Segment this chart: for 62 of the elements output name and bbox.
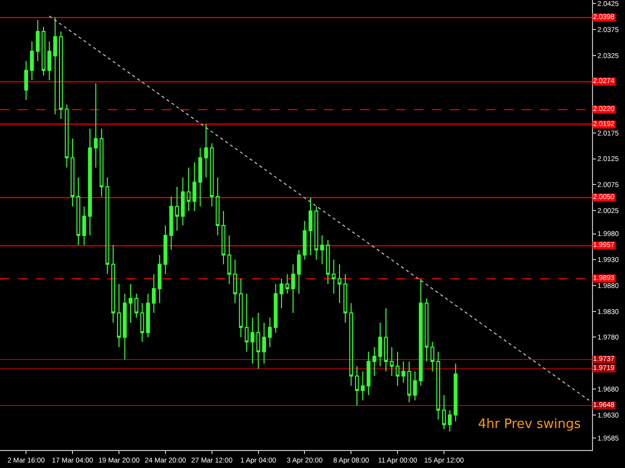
candlestick [128,283,133,324]
candlestick [146,293,150,338]
candlestick [100,128,104,198]
candlestick [296,249,301,294]
candlestick [291,264,296,314]
candlestick [442,394,446,430]
candlestick [436,351,440,420]
candlestick [117,283,121,348]
candlestick [401,361,406,384]
candlestick [314,206,318,260]
candlestick [360,370,365,401]
candlestick [355,366,359,406]
candlestick [430,341,434,372]
candlestick [36,20,40,62]
candlestick [163,225,168,275]
candlestick [413,370,417,401]
candlestick [250,317,254,364]
candlestick [262,322,266,364]
candlestick [320,234,324,265]
candlestick [175,186,179,232]
candlestick [30,40,34,81]
candlestick [274,283,278,334]
candlestick [280,278,284,309]
candlestick [192,162,196,212]
candlestick [308,197,312,256]
candlestick [396,351,400,386]
candlestick [227,234,232,284]
candlestick [88,128,92,236]
candlestick [285,274,290,294]
candlestick [134,293,138,318]
candlestick [222,210,226,265]
candlestick [407,361,412,403]
candlestick [94,82,98,168]
candlestick [366,351,370,396]
candlestick [122,293,127,360]
candlestick [152,274,156,314]
candlestick [158,254,162,304]
candlestick [454,363,458,422]
candlestick [338,264,342,304]
candlestick [390,346,394,377]
candlestick [24,60,28,100]
candlestick [233,259,237,304]
candlestick [198,147,202,207]
candlestick [448,410,452,432]
candlestick [326,240,330,284]
candlestick [204,124,208,178]
candlestick [64,104,69,168]
candlestick [111,244,116,324]
candlestick [302,220,307,260]
candlestick [256,312,260,370]
candlestick [424,298,429,362]
candlestick [140,302,144,342]
candlestick [42,26,46,76]
candlestick [169,196,174,250]
candlestick [384,308,388,372]
annotation: 4hr Prev swings [478,417,581,432]
candlestick [332,259,336,294]
candlestick [70,138,74,207]
candlestick [418,278,423,386]
candlestick [268,317,272,348]
candlestick [59,31,63,120]
candlestick [105,176,110,275]
